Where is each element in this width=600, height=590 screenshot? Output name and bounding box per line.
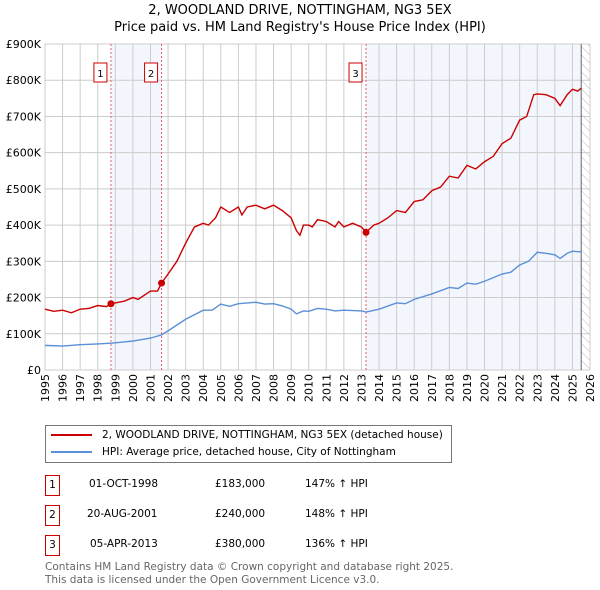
sale-label-box [144, 62, 159, 83]
sale-price: £183,000 [215, 478, 266, 490]
sale-price: £380,000 [215, 538, 266, 550]
plot-area: 1995 1996 1997 1998 1999 2000 2001 2002 2003 2004… [6, 38, 597, 402]
x-tick-label: 2009 [285, 374, 298, 402]
sale-point [107, 300, 115, 308]
legend-item-property: 2, WOODLAND DRIVE, NOTTINGHAM, NG3 5EX (… [51, 427, 443, 443]
x-tick-label: 2018 [443, 374, 456, 402]
y-tick-label: £100K [6, 328, 42, 341]
sale-badge: 3 [45, 535, 60, 556]
copyright-text: Contains HM Land Registry data © Crown c… [45, 561, 454, 573]
sale-label: 2 [148, 69, 154, 80]
x-tick-label: 2003 [180, 374, 193, 402]
x-tick-label: 2019 [461, 374, 474, 402]
x-tick-label: 2022 [514, 374, 527, 402]
sale-hpi: 136% ↑ HPI [305, 538, 368, 550]
y-tick-label: £300K [6, 255, 42, 268]
y-tick-label: £400K [6, 219, 42, 232]
legend-swatch-red [51, 434, 92, 436]
x-tick-label: 1995 [39, 374, 52, 402]
y-tick-label: £900K [6, 38, 42, 51]
sale-badge: 1 [45, 475, 60, 496]
y-tick-label: £0 [27, 364, 41, 377]
y-tick-label: £500K [6, 183, 42, 196]
future-hatch [581, 44, 590, 370]
table-row: 1 01-OCT-1998 £183,000 147% ↑ HPI [45, 475, 445, 496]
x-tick-label: 2002 [162, 374, 175, 402]
series-line [44, 87, 582, 314]
legend-swatch-blue [51, 451, 92, 453]
y-tick-label: £800K [6, 74, 42, 87]
x-tick-label: 1996 [57, 374, 70, 402]
x-tick-label: 2025 [566, 374, 579, 402]
legend: 2, WOODLAND DRIVE, NOTTINGHAM, NG3 5EX (… [45, 425, 452, 463]
sale-hpi: 147% ↑ HPI [305, 478, 368, 490]
sale-label-box [348, 62, 363, 83]
y-tick-label: £600K [6, 147, 42, 160]
x-tick-label: 2010 [303, 374, 316, 402]
x-tick-label: 2007 [250, 374, 263, 402]
x-tick-label: 2013 [355, 374, 368, 402]
y-tick-label: £700K [6, 110, 42, 123]
sale-hpi: 148% ↑ HPI [305, 508, 368, 520]
x-tick-label: 1999 [109, 374, 122, 402]
x-tick-label: 2000 [127, 374, 140, 402]
footer: Contains HM Land Registry data © Crown c… [45, 561, 453, 587]
x-tick-label: 2014 [373, 374, 386, 402]
legend-label: 2, WOODLAND DRIVE, NOTTINGHAM, NG3 5EX (… [102, 429, 443, 441]
shaded-period [366, 44, 582, 370]
x-tick-label: 2020 [479, 374, 492, 402]
shaded-period [110, 44, 162, 370]
x-tick-label: 2023 [531, 374, 544, 402]
y-tick-label: £200K [6, 292, 42, 305]
x-tick-label: 2026 [584, 374, 597, 402]
sale-point [362, 228, 370, 236]
x-tick-label: 2024 [549, 374, 562, 402]
chart-title: 2, WOODLAND DRIVE, NOTTINGHAM, NG3 5EX [148, 3, 452, 18]
sale-label: 1 [97, 69, 103, 80]
table-row: 3 05-APR-2013 £380,000 136% ↑ HPI [45, 535, 445, 556]
x-tick-label: 2015 [391, 374, 404, 402]
sale-label: 3 [352, 69, 358, 80]
legend-item-hpi: HPI: Average price, detached house, City… [51, 444, 396, 460]
x-tick-label: 2012 [338, 374, 351, 402]
x-tick-label: 1997 [74, 374, 87, 402]
sale-date: 20-AUG-2001 [87, 508, 158, 520]
sale-date: 05-APR-2013 [90, 538, 158, 550]
x-tick-label: 2005 [215, 374, 228, 402]
x-tick-label: 2008 [268, 374, 281, 402]
sale-badge: 2 [45, 505, 60, 526]
licence-text: This data is licensed under the Open Gov… [45, 574, 380, 586]
sale-point [158, 279, 166, 287]
series-line [44, 250, 582, 347]
chart-subtitle: Price paid vs. HM Land Registry's House … [114, 20, 486, 35]
x-tick-label: 2004 [197, 374, 210, 402]
x-tick-label: 1998 [92, 374, 105, 402]
x-tick-label: 2016 [408, 374, 421, 402]
x-tick-label: 2006 [232, 374, 245, 402]
x-tick-label: 2017 [426, 374, 439, 402]
table-row: 2 20-AUG-2001 £240,000 148% ↑ HPI [45, 505, 445, 526]
x-tick-label: 2001 [144, 374, 157, 402]
x-tick-label: 2011 [320, 374, 333, 402]
sale-label-box [93, 62, 108, 83]
sale-date: 01-OCT-1998 [89, 478, 158, 490]
sale-price: £240,000 [215, 508, 266, 520]
legend-label: HPI: Average price, detached house, City… [102, 446, 396, 458]
x-tick-label: 2021 [496, 374, 509, 402]
